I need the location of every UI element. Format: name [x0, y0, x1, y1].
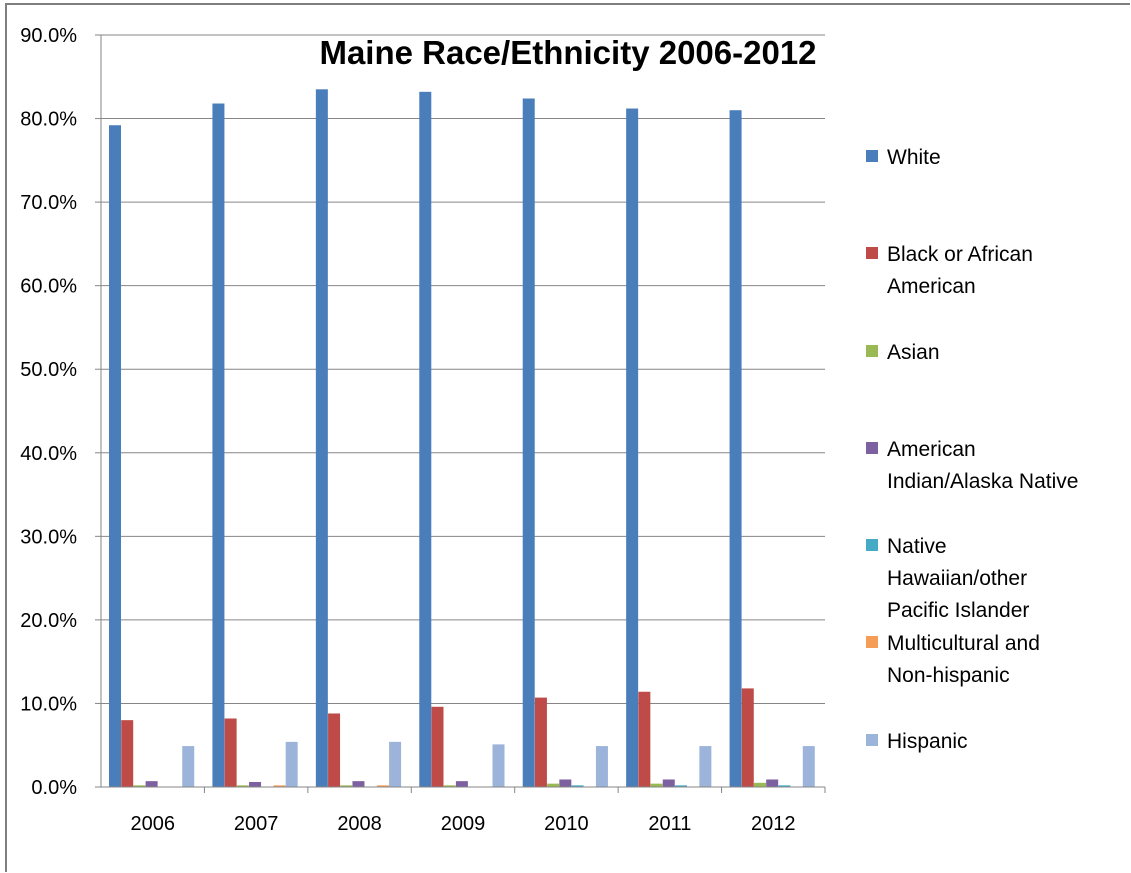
- y-tick-label: 90.0%: [20, 25, 77, 47]
- x-tick-label: 2008: [337, 813, 382, 835]
- bar: [802, 746, 815, 787]
- legend-swatch: [866, 442, 878, 454]
- bar: [699, 746, 712, 787]
- y-tick-label: 70.0%: [20, 192, 77, 214]
- legend-label: American: [887, 275, 976, 298]
- x-tick-label: 2012: [751, 813, 796, 835]
- y-tick-label: 0.0%: [31, 777, 77, 799]
- y-tick-label: 20.0%: [20, 610, 77, 632]
- x-tick-label: 2009: [441, 813, 486, 835]
- x-tick-label: 2006: [130, 813, 175, 835]
- bar: [571, 785, 584, 787]
- bar: [340, 785, 353, 787]
- legend-swatch: [866, 247, 878, 259]
- bar: [778, 785, 791, 787]
- y-tick-label: 50.0%: [20, 359, 77, 381]
- bar: [109, 125, 121, 788]
- bar: [285, 741, 298, 787]
- legend-swatch: [866, 150, 878, 162]
- legend-label: American: [887, 438, 976, 461]
- bar: [352, 781, 365, 787]
- bar: [492, 744, 505, 787]
- bar: [595, 746, 608, 787]
- bar: [273, 785, 286, 787]
- bar: [638, 691, 651, 787]
- bar: [547, 783, 560, 787]
- bar: [328, 713, 341, 787]
- bar: [443, 785, 456, 787]
- bar: [419, 91, 432, 788]
- bar: [729, 110, 742, 787]
- legend-label: White: [887, 146, 941, 169]
- legend-label: Hawaiian/other: [887, 567, 1027, 590]
- bar: [534, 697, 547, 787]
- bar: [133, 785, 146, 787]
- legend-swatch: [866, 539, 878, 551]
- bar: [212, 103, 225, 787]
- axes: 0.0% 10.0% 20.0% 30.0% 40.0% 50.0% 60.0% 70.0% 8…: [20, 25, 826, 835]
- x-tick-label: 2007: [234, 813, 279, 835]
- y-tick-label: 60.0%: [20, 276, 77, 298]
- bar: [121, 720, 134, 787]
- legend-label: Hispanic: [887, 730, 968, 753]
- x-tick-label: 2010: [544, 813, 589, 835]
- bar: [224, 718, 237, 787]
- bar: [662, 779, 675, 787]
- bar: [753, 782, 766, 787]
- bar: [766, 779, 779, 787]
- y-tick-label: 10.0%: [20, 693, 77, 715]
- bar: [650, 783, 663, 787]
- bar: [376, 785, 389, 787]
- gridlines: [101, 34, 825, 704]
- bar: [431, 706, 444, 787]
- y-tick-label: 40.0%: [20, 443, 77, 465]
- legend-label: Indian/Alaska Native: [887, 470, 1078, 493]
- bar: [389, 741, 402, 787]
- bar: [559, 779, 572, 787]
- bar: [236, 785, 249, 787]
- bar: [626, 108, 639, 788]
- bar: [455, 781, 468, 787]
- y-tick-label: 80.0%: [20, 109, 77, 131]
- bar: [674, 785, 687, 787]
- chart-title: Maine Race/Ethnicity 2006-2012: [319, 34, 816, 71]
- legend-label: Multicultural and: [887, 632, 1040, 655]
- legend-swatch: [866, 345, 878, 357]
- bar: [741, 688, 754, 787]
- legend-label: Pacific Islander: [887, 599, 1029, 622]
- bar: [249, 781, 262, 787]
- legend-label: Native: [887, 535, 947, 558]
- bars: [109, 89, 815, 788]
- bar: [145, 781, 158, 787]
- bar: [182, 746, 195, 787]
- legend-swatch: [866, 636, 878, 648]
- legend-label: Non-hispanic: [887, 664, 1010, 687]
- legend-label: Asian: [887, 341, 940, 364]
- bar: [522, 98, 535, 788]
- legend-swatch: [866, 734, 878, 746]
- chart-frame: [5, 3, 1130, 872]
- x-tick-label: 2011: [648, 813, 691, 835]
- legend: White Black or African American Asian Americ…: [866, 146, 1078, 753]
- bar: [315, 89, 328, 788]
- y-tick-label: 30.0%: [20, 526, 77, 548]
- legend-label: Black or African: [887, 243, 1033, 266]
